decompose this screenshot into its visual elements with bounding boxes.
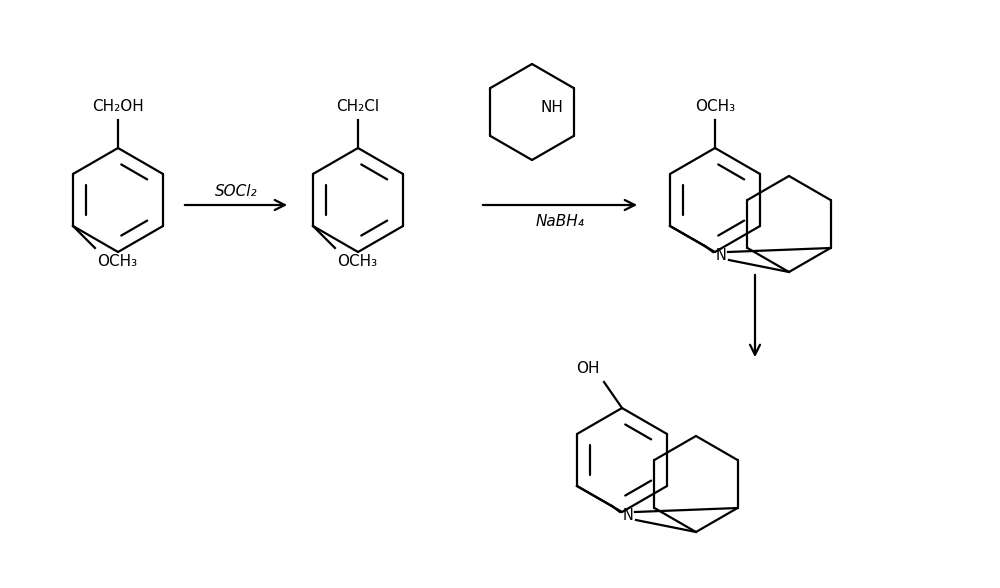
Text: OCH₃: OCH₃	[695, 99, 735, 114]
Text: CH₂Cl: CH₂Cl	[336, 99, 380, 114]
Text: OCH₃: OCH₃	[337, 254, 377, 269]
Text: N: N	[716, 249, 726, 263]
Text: SOCl₂: SOCl₂	[215, 183, 257, 199]
Text: OH: OH	[576, 361, 600, 376]
Text: NaBH₄: NaBH₄	[536, 213, 584, 229]
Text: NH: NH	[540, 99, 563, 115]
Text: CH₂OH: CH₂OH	[92, 99, 144, 114]
Text: OCH₃: OCH₃	[97, 254, 137, 269]
Text: N: N	[623, 509, 633, 523]
